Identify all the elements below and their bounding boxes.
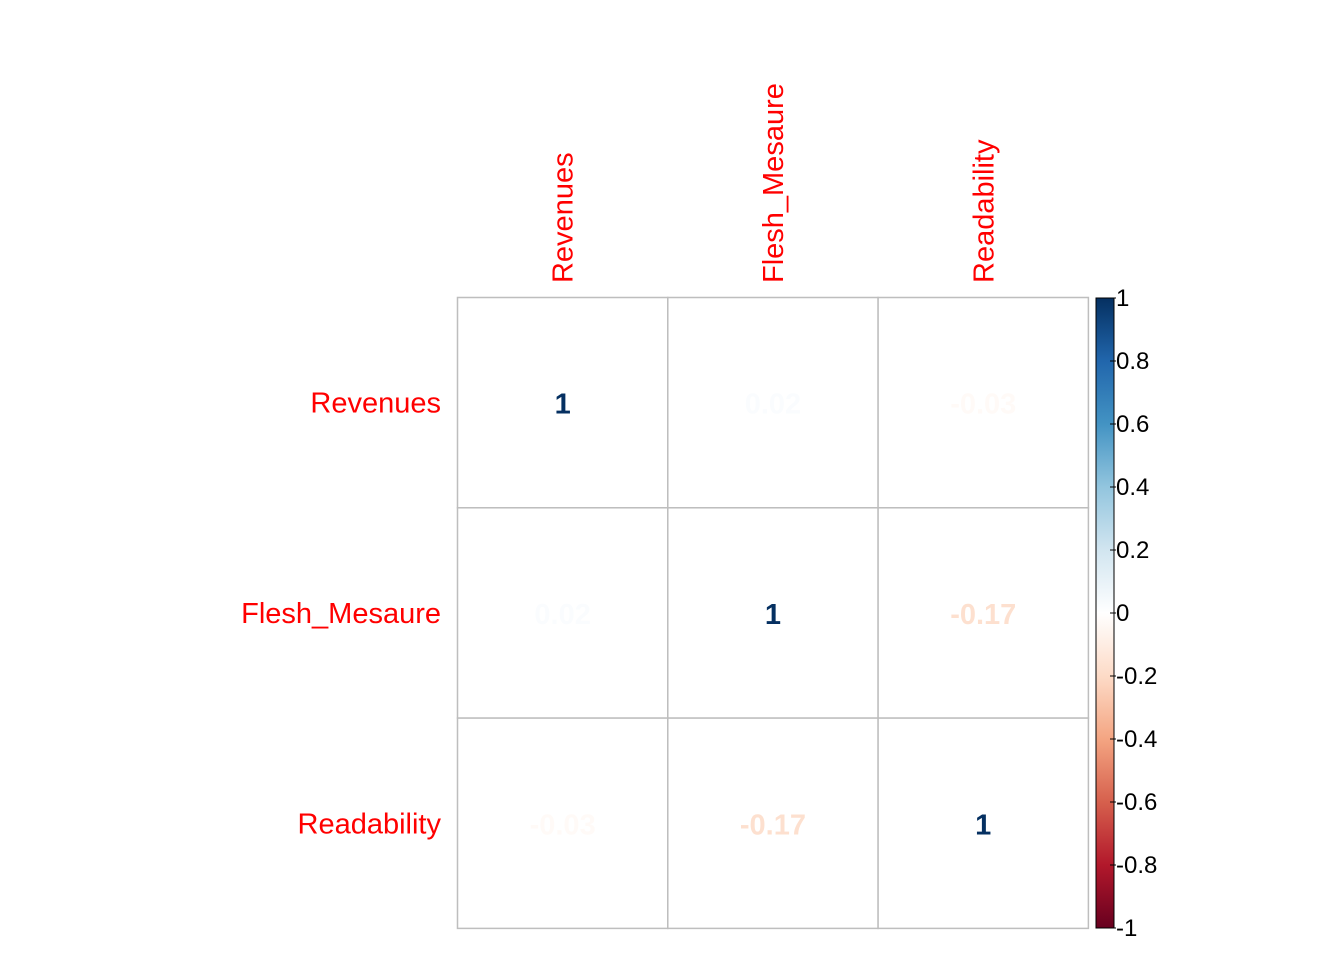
- correlation-matrix: 1 0.02 -0.03 0.02 1 -0.17 -0.03 -0.17 1: [456, 296, 1090, 930]
- color-bar-tick-label: -0.6: [1116, 789, 1157, 816]
- cell-value: 0.02: [534, 599, 590, 631]
- cell-value: 1: [765, 599, 781, 631]
- matrix-cell: [456, 717, 669, 930]
- color-bar-tick-label: -0.8: [1116, 852, 1157, 879]
- color-bar-tick-label: -0.4: [1116, 726, 1157, 753]
- row-label-revenues: Revenues: [310, 388, 441, 420]
- matrix-cell: [667, 507, 879, 719]
- column-label-revenues: Revenues: [548, 152, 580, 283]
- color-bar-tick-label: -0.2: [1116, 663, 1157, 690]
- row-label-flesh-mesaure: Flesh_Mesaure: [241, 598, 441, 630]
- color-bar-tick-label: 0.4: [1116, 474, 1149, 501]
- cell-value: -0.17: [950, 599, 1016, 631]
- color-bar-tick-label: 0.8: [1116, 348, 1149, 375]
- column-label-readability: Readability: [968, 139, 1000, 283]
- color-legend: 1 0.8 0.6 0.4 0.2 0 -0.2 -0.4 -0.6 -0.8 -1: [1095, 285, 1157, 942]
- matrix-cell: [456, 507, 669, 719]
- cell-value: 0.02: [745, 389, 801, 421]
- color-bar-tick-label: 1: [1116, 285, 1129, 312]
- row-label-readability: Readability: [298, 808, 442, 840]
- cell-value: -0.03: [950, 389, 1016, 421]
- cell-value: -0.17: [740, 809, 806, 841]
- color-bar-tick-label: 0.6: [1116, 411, 1149, 438]
- cell-value: 1: [555, 389, 571, 421]
- row-labels: Revenues Flesh_Mesaure Readability: [241, 388, 441, 841]
- color-bar-tick-label: -1: [1116, 915, 1137, 942]
- matrix-cell: [877, 296, 1090, 509]
- column-labels: Revenues Flesh_Mesaure Readability: [548, 83, 1001, 283]
- column-label-flesh-mesaure: Flesh_Mesaure: [758, 83, 790, 283]
- cell-value: -0.03: [530, 809, 596, 841]
- matrix-cell: [877, 507, 1090, 719]
- matrix-cell: [667, 296, 879, 509]
- matrix-cell: [667, 717, 879, 930]
- cell-value: 1: [975, 809, 991, 841]
- matrix-cell: [456, 296, 669, 509]
- color-bar-tick-label: 0.2: [1116, 537, 1149, 564]
- matrix-cell: [877, 717, 1090, 930]
- color-bar-tick-label: 0: [1116, 600, 1129, 627]
